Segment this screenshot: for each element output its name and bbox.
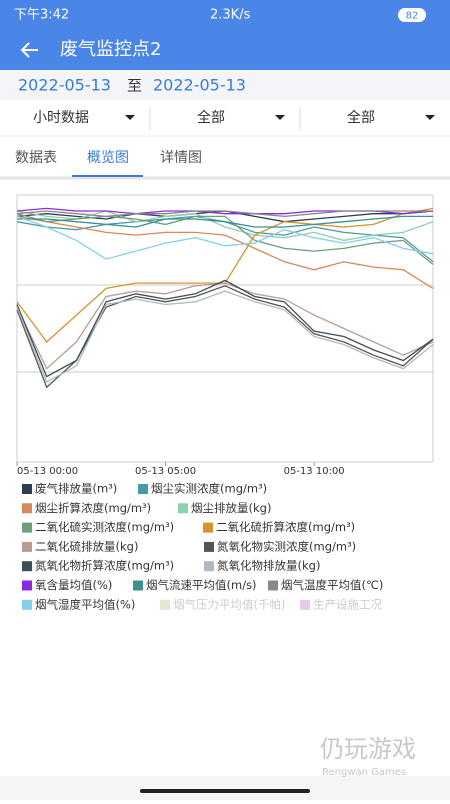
- legend-swatch[interactable]: [204, 561, 214, 572]
- watermark: 仍玩游戏: [320, 735, 416, 763]
- legend-label[interactable]: 生产设施工况: [313, 597, 382, 611]
- legend-swatch[interactable]: [203, 522, 213, 533]
- dropdown-arrow: [125, 115, 135, 120]
- page-title: 废气监控点2: [60, 39, 161, 60]
- date-separator: 至: [127, 77, 142, 95]
- legend-label[interactable]: 烟气温度平均值(℃): [281, 578, 383, 592]
- legend-swatch[interactable]: [22, 541, 32, 552]
- legend-swatch[interactable]: [22, 522, 32, 533]
- series-line: [16, 285, 434, 389]
- legend-label[interactable]: 氮氧化物折算浓度(mg/m³): [35, 559, 174, 573]
- series-line: [16, 215, 434, 260]
- filter[interactable]: 全部: [347, 109, 375, 126]
- x-tick-label: 05-13 05:00: [135, 466, 196, 477]
- tab[interactable]: 概览图: [87, 150, 129, 166]
- dropdown-arrow: [275, 115, 285, 120]
- status-speed: 2.3K/s: [210, 8, 251, 23]
- legend-swatch[interactable]: [138, 484, 148, 494]
- legend-swatch[interactable]: [22, 599, 32, 610]
- battery: [398, 8, 426, 22]
- series-line: [17, 215, 433, 228]
- legend-swatch[interactable]: [300, 599, 310, 610]
- status-time: 下午3:42: [14, 8, 69, 23]
- legend-label[interactable]: 二氧化硫排放量(kg): [35, 539, 138, 553]
- legend-swatch[interactable]: [22, 503, 32, 514]
- series-line: [16, 290, 434, 383]
- legend-label[interactable]: 氧含量均值(%): [35, 578, 112, 592]
- series-line: [16, 215, 434, 289]
- back-button[interactable]: [20, 42, 38, 58]
- legend-swatch[interactable]: [178, 503, 188, 514]
- watermark-sub: Rengwan Games: [322, 767, 406, 778]
- dropdown-arrow: [425, 115, 435, 120]
- tab[interactable]: 数据表: [15, 150, 57, 166]
- legend-swatch[interactable]: [22, 580, 32, 591]
- legend-swatch[interactable]: [133, 580, 143, 591]
- nav-bar: [0, 776, 450, 800]
- legend-label[interactable]: 烟气流速平均值(m/s): [146, 578, 257, 592]
- series-line: [16, 207, 434, 343]
- series-line: [16, 210, 433, 218]
- legend-label[interactable]: 烟尘排放量(kg): [191, 501, 271, 515]
- series-line: [16, 213, 434, 265]
- header-bg: [0, 0, 450, 70]
- legend-label[interactable]: 烟尘折算浓度(mg/m³): [35, 501, 151, 515]
- legend-label[interactable]: 氮氧化物排放量(kg): [217, 559, 320, 573]
- series-line: [16, 210, 434, 242]
- series-line: [16, 215, 434, 263]
- date-end[interactable]: 2022-05-13: [153, 76, 246, 95]
- series-line: [16, 282, 434, 370]
- filter[interactable]: 小时数据: [33, 110, 89, 126]
- legend-label[interactable]: 烟气湿度平均值(%): [35, 597, 135, 611]
- legend-swatch[interactable]: [204, 541, 214, 552]
- plot-frame: [16, 194, 434, 463]
- legend-label[interactable]: 烟气压力平均值(千帕): [173, 597, 285, 611]
- legend-label[interactable]: 废气排放量(m³): [35, 482, 117, 496]
- legend-label[interactable]: 二氧化硫实测浓度(mg/m³): [35, 520, 174, 534]
- tab[interactable]: 详情图: [160, 150, 202, 166]
- date-start[interactable]: 2022-05-13: [18, 76, 111, 95]
- legend-swatch[interactable]: [22, 561, 32, 572]
- x-tick-label: 05-13 00:00: [17, 466, 78, 477]
- x-tick-label: 05-13 10:00: [284, 466, 345, 477]
- home-indicator: [140, 789, 310, 793]
- legend-swatch[interactable]: [160, 599, 170, 610]
- legend-label[interactable]: 二氧化硫折算浓度(mg/m³): [216, 520, 355, 534]
- date-bg: [0, 70, 450, 100]
- series-line: [16, 279, 434, 378]
- legend-label[interactable]: 烟尘实测浓度(mg/m³): [151, 482, 267, 496]
- battery-level: 82: [406, 11, 419, 22]
- legend-swatch[interactable]: [268, 580, 278, 591]
- legend-swatch[interactable]: [22, 484, 32, 494]
- filter[interactable]: 全部: [197, 109, 225, 126]
- legend-label[interactable]: 氮氧化物实测浓度(mg/m³): [217, 539, 356, 553]
